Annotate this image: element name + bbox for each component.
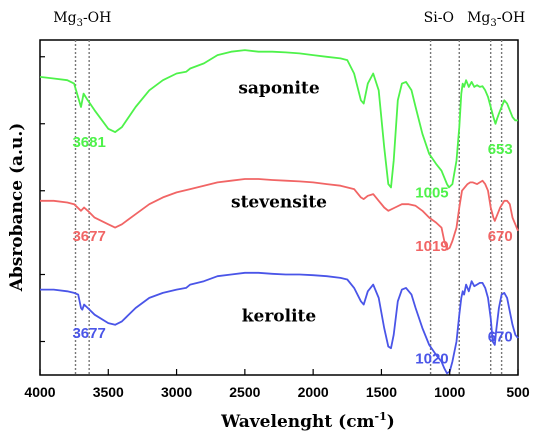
sample-label: saponite [238,79,319,99]
sample-labels: saponite stevensite kerolite [231,79,327,327]
peak-label: 3677 [72,228,105,245]
peak-label: 3677 [72,325,105,342]
x-ticks: 4000 3500 3000 2500 2000 1500 1000 500 [24,369,530,400]
x-tick-label: 3000 [161,384,192,400]
band-label: Mg3-OH [467,10,525,29]
y-axis-title: Absrobance (a.u.) [7,123,27,293]
x-tick-label: 4000 [24,384,55,400]
series-line-saponite [39,49,518,189]
series-line-kerolite [40,271,519,375]
peak-label: 1019 [415,238,448,255]
peak-labels: 3681 1005 653 3677 1019 670 3677 1020 670 [72,134,512,367]
band-label: Mg3-OH [53,10,111,29]
peak-label: 653 [488,141,513,158]
x-tick-label: 3500 [93,384,124,400]
plot-frame [39,39,519,376]
band-label: Si-O [424,10,454,26]
peak-label: 1020 [415,350,448,367]
series-layer [39,49,519,375]
peak-label: 670 [488,228,513,245]
x-tick-label: 2000 [298,384,329,400]
sample-label: stevensite [231,193,327,213]
peak-label: 670 [488,329,513,346]
x-axis-title: Wavelenght (cm-1) [220,410,395,432]
x-tick-label: 500 [506,384,530,400]
series-line-stevensite [40,178,519,251]
x-tick-label: 1000 [434,384,465,400]
sample-label: kerolite [242,306,317,326]
y-ticks [40,56,45,343]
peak-label: 1005 [415,184,448,201]
band-labels: Mg3-OH Si-O Mg3-OH [53,10,525,29]
peak-label: 3681 [72,134,105,151]
x-tick-label: 1500 [366,384,397,400]
x-tick-label: 2500 [229,384,260,400]
